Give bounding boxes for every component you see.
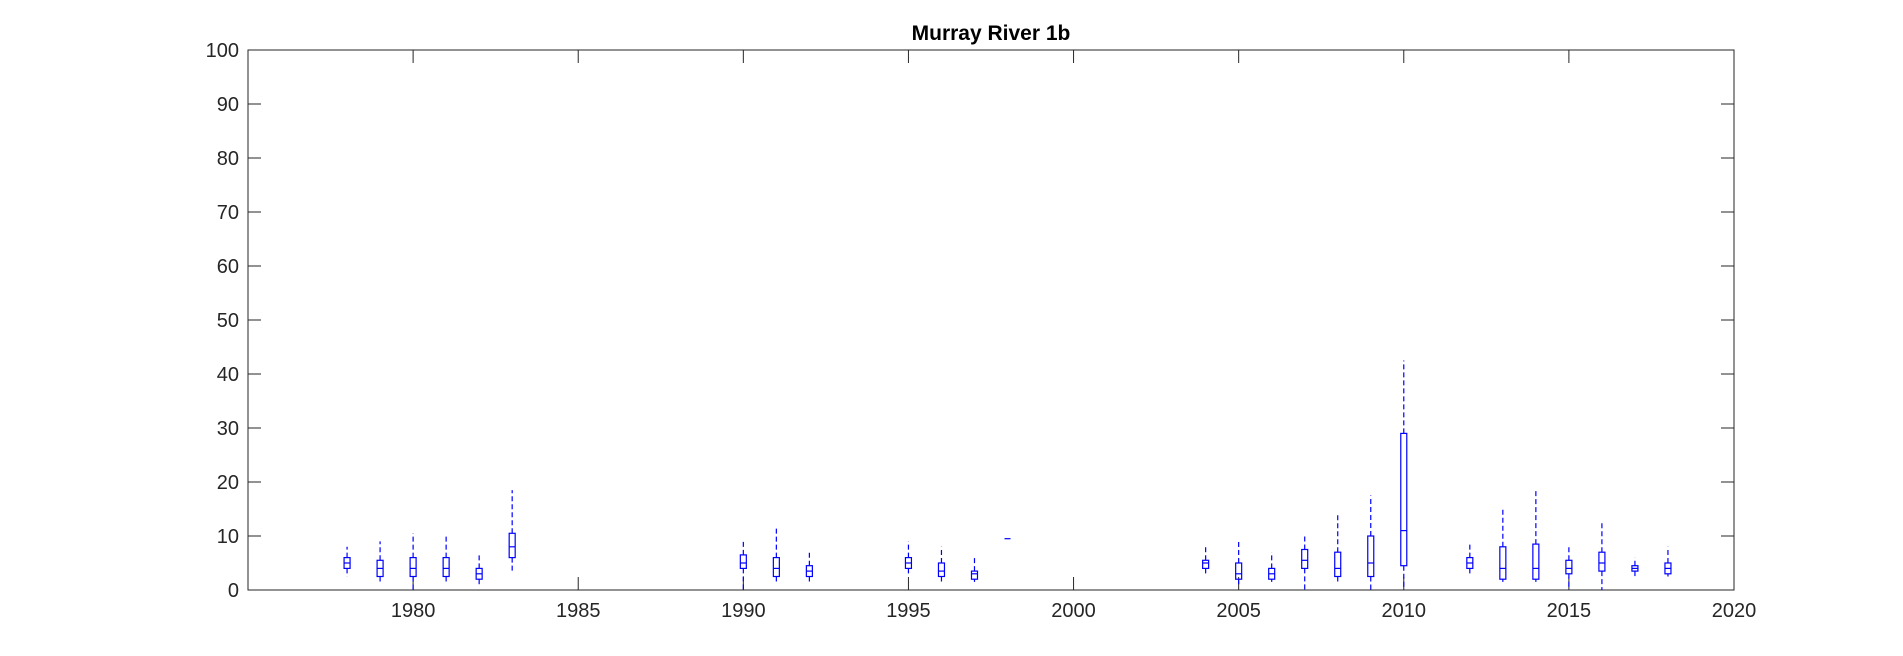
box-1996 — [937, 546, 946, 582]
y-tick-label: 20 — [217, 472, 239, 494]
x-tick-label: 2015 — [1547, 600, 1592, 622]
box-2012 — [1466, 544, 1474, 574]
box-2018 — [1664, 546, 1672, 577]
box-1990 — [739, 541, 747, 590]
box-1982 — [475, 554, 483, 585]
box-1992 — [805, 552, 813, 582]
chart-title: Murray River 1b — [912, 22, 1071, 45]
box-1991 — [772, 527, 780, 582]
y-tick-label: 80 — [217, 148, 239, 170]
box-1995 — [904, 541, 913, 574]
x-tick-label: 2020 — [1712, 600, 1757, 622]
box-iqr — [1301, 548, 1309, 569]
x-tick-label: 2005 — [1216, 600, 1261, 622]
box-iqr — [1334, 551, 1342, 578]
box-iqr — [970, 570, 979, 580]
x-tick-label: 2000 — [1051, 600, 1096, 622]
x-tick-label: 1985 — [556, 600, 601, 622]
box-iqr — [1532, 543, 1540, 580]
y-tick-label: 40 — [217, 364, 239, 386]
box-2014 — [1532, 490, 1540, 582]
box-iqr — [1499, 546, 1507, 580]
box-iqr — [1565, 559, 1573, 575]
box-1981 — [442, 536, 450, 582]
box-iqr — [508, 532, 516, 559]
box-2010 — [1400, 360, 1408, 590]
x-tick-label: 1980 — [391, 600, 436, 622]
y-tick-label: 10 — [217, 526, 239, 548]
box-iqr — [739, 554, 747, 570]
box-2008 — [1334, 514, 1342, 582]
y-tick-label: 90 — [217, 94, 239, 116]
box-iqr — [1367, 535, 1375, 578]
box-iqr — [1235, 562, 1243, 580]
box-1978 — [343, 546, 351, 577]
x-tick-label: 2010 — [1382, 600, 1427, 622]
box-2017 — [1631, 557, 1639, 577]
box-2009 — [1367, 495, 1375, 590]
box-1983 — [508, 490, 516, 572]
box-2006 — [1268, 552, 1276, 582]
y-tick-label: 70 — [217, 202, 239, 224]
box-iqr — [772, 556, 780, 578]
box-series — [343, 360, 1672, 590]
y-axis: 0 10 20 30 40 50 60 70 80 90 100 — [206, 40, 1734, 602]
x-tick-label: 1990 — [721, 600, 766, 622]
box-iqr — [1400, 432, 1408, 567]
box-2004 — [1202, 546, 1210, 574]
y-tick-label: 0 — [228, 580, 239, 602]
box-1997 — [970, 557, 979, 582]
plot-area — [247, 49, 1735, 591]
y-tick-label: 30 — [217, 418, 239, 440]
y-tick-label: 50 — [217, 310, 239, 332]
box-iqr — [1202, 559, 1210, 569]
box-2016 — [1598, 522, 1606, 590]
box-iqr — [409, 556, 417, 578]
box-2015 — [1565, 546, 1573, 590]
x-axis: 1980 1985 1990 1995 2000 2005 2010 2015 2020 — [391, 50, 1756, 622]
box-1980 — [409, 533, 417, 590]
box-1979 — [376, 541, 384, 582]
y-tick-label: 100 — [206, 40, 239, 62]
box-2005 — [1235, 541, 1243, 588]
x-tick-label: 1995 — [886, 600, 931, 622]
box-2013 — [1499, 509, 1507, 582]
box-iqr — [442, 556, 450, 578]
box-iqr — [1598, 551, 1606, 572]
y-tick-label: 60 — [217, 256, 239, 278]
box-iqr — [937, 562, 946, 578]
box-2007 — [1301, 536, 1309, 590]
